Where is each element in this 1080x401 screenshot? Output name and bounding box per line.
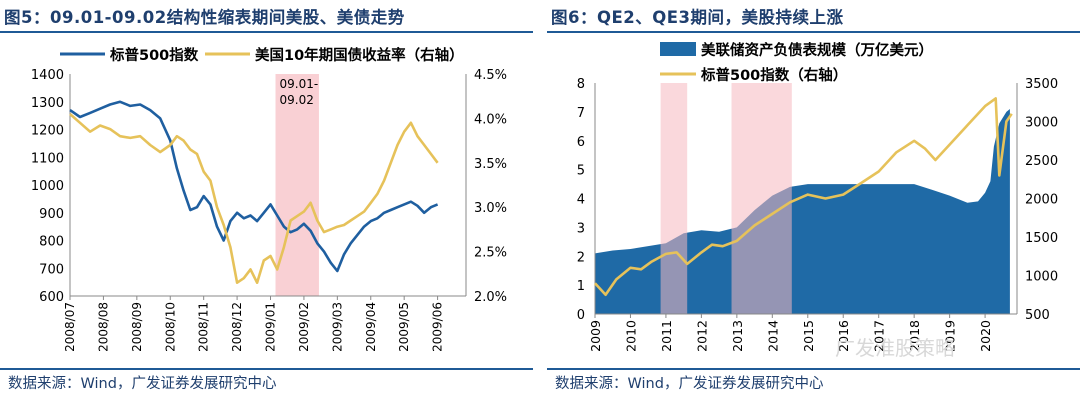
x-tick-label: 2016 — [836, 320, 851, 352]
title-divider — [0, 31, 533, 33]
series-line-sp500 — [594, 97, 1013, 297]
y-tick-label-left: 600 — [39, 290, 64, 305]
x-tick-label: 2008/08 — [96, 302, 110, 352]
y-tick-label-left: 8 — [577, 77, 585, 92]
highlight-label: 09.02 — [280, 93, 314, 107]
x-tick-label: 2009 — [588, 320, 603, 352]
chart-title: 图6：QE2、QE3期间，美股持续上涨 — [551, 8, 844, 27]
x-tick-label: 2008/07 — [63, 302, 77, 352]
y-tick-label-left: 800 — [39, 235, 64, 250]
chart-title: 图5：09.01-09.02结构性缩表期间美股、美债走势 — [4, 8, 405, 27]
x-tick-label: 2009/02 — [297, 302, 311, 352]
x-tick-label: 2011 — [659, 320, 674, 352]
x-tick-label: 2014 — [765, 320, 780, 352]
legend-label: 标普500指数（右轴） — [700, 66, 847, 84]
y-tick-label-left: 5 — [577, 164, 585, 179]
x-tick-label: 2017 — [872, 320, 887, 352]
y-tick-label-right: 3000 — [1025, 116, 1058, 131]
x-tick-label: 2008/12 — [230, 302, 244, 352]
y-tick-label-right: 500 — [1025, 308, 1050, 323]
y-tick-label-left: 1200 — [31, 124, 64, 139]
y-tick-label-right: 4.0% — [474, 112, 507, 127]
y-tick-label-left: 900 — [39, 207, 64, 222]
y-tick-label-left: 6 — [577, 135, 585, 150]
legend-label: 美国10年期国债收益率（右轴） — [255, 46, 464, 64]
x-tick-label: 2008/11 — [197, 302, 211, 352]
y-tick-label-right: 2500 — [1025, 154, 1058, 169]
highlight-band — [660, 83, 688, 314]
y-tick-label-right: 2.5% — [474, 246, 507, 261]
chart-svg: 8 7 6 5 4 3 2 1 0 3500 3000 2500 2000 1500 1000 500 2009… — [577, 41, 1058, 352]
series-area-fed-balance-sheet — [595, 109, 1010, 314]
x-tick-label: 2012 — [694, 320, 709, 352]
x-tick-label: 2009/04 — [364, 302, 378, 352]
x-tick-label: 2018 — [907, 320, 922, 352]
source-note: 数据来源：Wind，广发证券发展研究中心 — [555, 376, 824, 392]
x-tick-label: 2009/06 — [431, 302, 445, 352]
source-note: 数据来源：Wind，广发证券发展研究中心 — [8, 376, 277, 392]
source-divider — [0, 368, 533, 370]
y-tick-label-right: 3500 — [1025, 77, 1058, 92]
y-tick-label-left: 3 — [577, 221, 585, 236]
y-tick-label-right: 3.0% — [474, 201, 507, 216]
y-tick-label-right: 3.5% — [474, 157, 507, 172]
legend-label: 美联储资产负债表规模（万亿美元） — [701, 41, 933, 59]
series-line-10y-yield — [69, 113, 439, 284]
x-tick-label: 2019 — [943, 320, 958, 352]
y-tick-label-right: 2000 — [1025, 193, 1058, 208]
series-line-sp500 — [69, 100, 439, 273]
y-tick-label-left: 7 — [577, 106, 585, 121]
highlight-band — [275, 74, 319, 296]
chart-panel-left: 图5：09.01-09.02结构性缩表期间美股、美债走势 09.01- 09.02… — [0, 0, 533, 401]
chart-svg: 09.01- 09.02 1400 1300 1200 1100 1000 900 800 700… — [31, 46, 507, 352]
x-tick-label: 2009/03 — [330, 302, 344, 352]
highlight-band — [731, 83, 792, 314]
y-tick-label-right: 1000 — [1025, 270, 1058, 285]
x-tick-label: 2008/09 — [130, 302, 144, 352]
y-tick-label-left: 1100 — [31, 151, 64, 166]
highlight-label: 09.01- — [280, 77, 319, 91]
y-tick-label-left: 1 — [577, 279, 585, 294]
y-tick-label-left: 4 — [577, 193, 585, 208]
y-tick-label-left: 1400 — [31, 68, 64, 83]
x-tick-label: 2020 — [978, 320, 993, 352]
y-tick-label-left: 1000 — [31, 179, 64, 194]
source-divider — [547, 368, 1080, 370]
legend-label: 标普500指数 — [109, 46, 199, 64]
watermark-text: 广发淮股策略 — [835, 336, 955, 360]
y-tick-label-right: 4.5% — [474, 68, 507, 83]
title-divider — [547, 31, 1080, 33]
y-tick-label-left: 700 — [39, 262, 64, 277]
x-tick-label: 2013 — [730, 320, 745, 352]
x-tick-label: 2015 — [801, 320, 816, 352]
y-tick-label-left: 1300 — [31, 96, 64, 111]
y-tick-label-right: 1500 — [1025, 231, 1058, 246]
x-tick-label: 2008/10 — [163, 302, 177, 352]
legend-swatch — [660, 42, 696, 56]
y-tick-label-right: 2.0% — [474, 290, 507, 305]
x-tick-label: 2009/01 — [264, 302, 278, 352]
x-tick-label: 2010 — [623, 320, 638, 352]
y-tick-label-left: 2 — [577, 250, 585, 265]
chart-panel-right: 图6：QE2、QE3期间，美股持续上涨 8 7 6 5 4 3 2 1 0 3500 3000 250… — [547, 0, 1080, 401]
y-tick-label-left: 0 — [577, 308, 585, 323]
x-tick-label: 2009/05 — [397, 302, 411, 352]
